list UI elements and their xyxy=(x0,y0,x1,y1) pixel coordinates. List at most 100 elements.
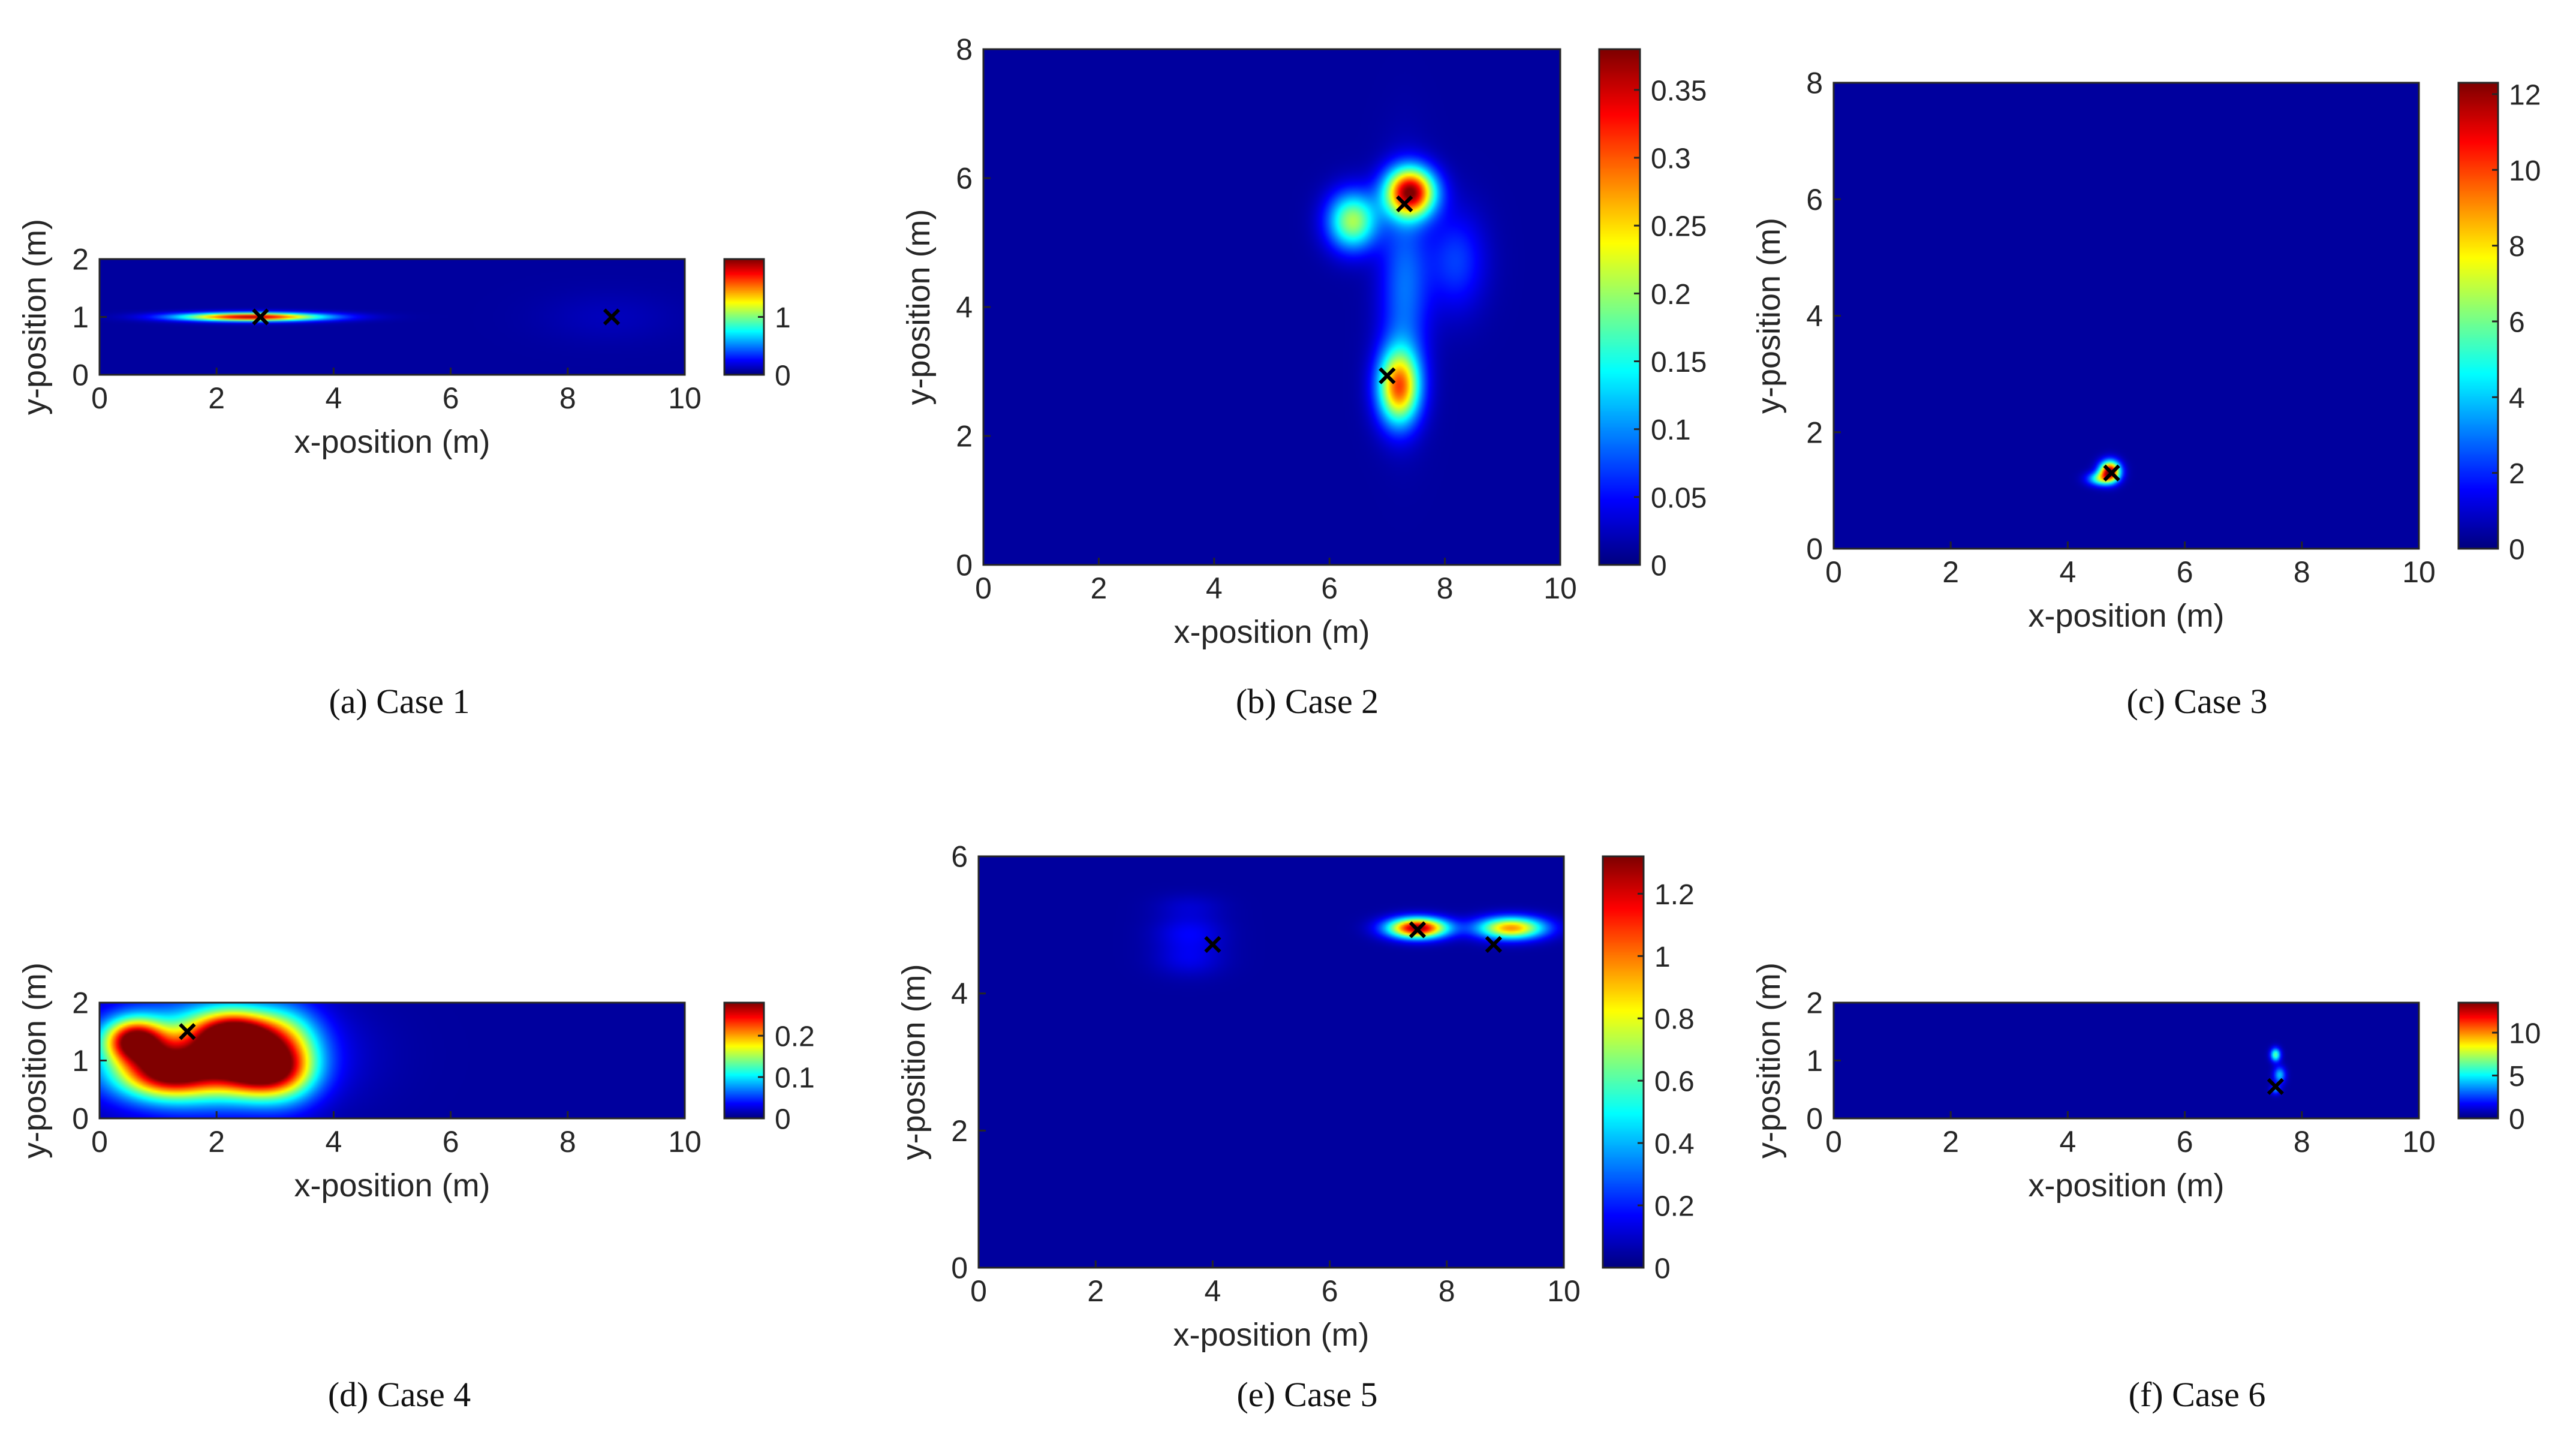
y-tick-label: 0 xyxy=(72,359,89,392)
colorbar-6 xyxy=(2458,1003,2498,1118)
y-tick-label: 2 xyxy=(1806,986,1823,1020)
colorbar-tick-label: 6 xyxy=(2509,306,2525,338)
colorbar-frame-6 xyxy=(2457,1001,2499,1120)
cross-marker xyxy=(1409,921,1427,938)
x-tick-label: 10 xyxy=(668,1125,702,1159)
x-tick-label: 4 xyxy=(1206,571,1223,605)
x-tick-label: 6 xyxy=(1321,571,1338,605)
panel-case-4: 0 2 4 6 8 10 0 1 2 x-position (m) y-position (m) 0 0… xyxy=(17,962,815,1204)
caption-case-1: (a) Case 1 xyxy=(329,682,470,721)
colorbar-tick-label: 2 xyxy=(2509,458,2525,490)
x-tick-label: 8 xyxy=(2294,1125,2310,1159)
x-axis-label: x-position (m) xyxy=(1173,614,1370,650)
x-tick-label: 10 xyxy=(668,381,702,415)
y-tick-label: 0 xyxy=(1806,533,1823,566)
colorbar-tick-label: 0.4 xyxy=(1654,1129,1695,1160)
x-tick-label: 6 xyxy=(2177,555,2193,589)
colorbar-tick-label: 4 xyxy=(2509,383,2525,414)
y-tick-label: 6 xyxy=(956,162,973,195)
caption-case-2: (b) Case 2 xyxy=(1235,682,1379,721)
x-tick-label: 4 xyxy=(2059,555,2076,589)
y-tick-label: 6 xyxy=(951,840,968,874)
cross-marker xyxy=(1396,195,1413,213)
x-axis-label: x-position (m) xyxy=(294,1168,490,1204)
x-tick-label: 10 xyxy=(2402,1125,2436,1159)
heatmap-field-4 xyxy=(100,1003,685,1118)
colorbar-tick-label: 0.05 xyxy=(1651,482,1707,514)
x-tick-label: 0 xyxy=(975,571,992,605)
x-tick-label: 4 xyxy=(325,381,342,415)
colorbar-5 xyxy=(1603,856,1644,1268)
colorbar-tick-label: 1.2 xyxy=(1654,879,1695,911)
plot-frame-5 xyxy=(977,855,1565,1269)
x-tick-label: 8 xyxy=(559,381,576,415)
heatmap-field-5 xyxy=(979,856,1564,1268)
colorbar-frame-2 xyxy=(1598,48,1641,566)
colorbar-tick-label: 0 xyxy=(2509,1104,2525,1136)
x-tick-label: 0 xyxy=(970,1274,987,1308)
x-axis-label: x-position (m) xyxy=(294,424,490,460)
y-tick-label: 8 xyxy=(1806,67,1823,100)
y-tick-label: 0 xyxy=(956,549,973,582)
x-tick-label: 2 xyxy=(1087,1274,1104,1308)
colorbar-frame-3 xyxy=(2457,82,2499,550)
y-tick-label: 4 xyxy=(951,977,968,1010)
x-tick-label: 4 xyxy=(1204,1274,1221,1308)
x-tick-label: 2 xyxy=(1942,1125,1959,1159)
caption-case-4: (d) Case 4 xyxy=(327,1375,471,1414)
x-tick-label: 8 xyxy=(559,1125,576,1159)
y-tick-label: 0 xyxy=(72,1102,89,1136)
caption-case-5: (e) Case 5 xyxy=(1236,1375,1378,1414)
cross-marker xyxy=(1485,935,1503,953)
x-tick-label: 8 xyxy=(1439,1274,1455,1308)
colorbar-tick-label: 1 xyxy=(1654,941,1671,973)
colorbar-4 xyxy=(724,1003,764,1118)
x-tick-label: 2 xyxy=(208,381,225,415)
x-tick-label: 4 xyxy=(325,1125,342,1159)
y-axis-label: y-position (m) xyxy=(17,962,53,1159)
colorbar-tick-label: 5 xyxy=(2509,1061,2525,1093)
heatmap-field-6 xyxy=(1834,1003,2419,1118)
colorbar-tick-label: 0.35 xyxy=(1651,75,1707,107)
x-axis-label: x-position (m) xyxy=(2028,598,2224,634)
colorbar-tick-label: 0 xyxy=(775,360,791,392)
y-tick-label: 4 xyxy=(1806,299,1823,333)
x-tick-label: 8 xyxy=(1437,571,1453,605)
heatmap-field-3 xyxy=(1834,83,2419,549)
x-axis-label: x-position (m) xyxy=(1173,1317,1369,1353)
caption-case-3: (c) Case 3 xyxy=(2126,682,2268,721)
y-tick-label: 1 xyxy=(1806,1044,1823,1078)
colorbar-tick-label: 0.2 xyxy=(1654,1191,1695,1223)
x-tick-label: 6 xyxy=(443,381,459,415)
cross-marker xyxy=(2267,1078,2285,1096)
y-tick-label: 1 xyxy=(72,300,89,334)
colorbar-frame-4 xyxy=(723,1001,765,1120)
x-tick-label: 2 xyxy=(208,1125,225,1159)
cross-marker xyxy=(603,308,621,326)
x-tick-label: 4 xyxy=(2059,1125,2076,1159)
x-tick-label: 0 xyxy=(91,381,108,415)
panel-case-2: 0 2 4 6 8 10 0 2 4 6 8 x-position (m) y-position (m)… xyxy=(901,33,1707,651)
x-tick-label: 10 xyxy=(1547,1274,1581,1308)
y-tick-label: 2 xyxy=(72,986,89,1020)
caption-case-6: (f) Case 6 xyxy=(2128,1375,2266,1414)
y-tick-label: 1 xyxy=(72,1044,89,1078)
x-axis-label: x-position (m) xyxy=(2028,1168,2224,1204)
colorbar-frame-5 xyxy=(1602,855,1645,1269)
x-tick-label: 10 xyxy=(2402,555,2436,589)
colorbar-tick-label: 1 xyxy=(775,302,791,334)
colorbar-tick-label: 0 xyxy=(775,1104,791,1136)
cross-marker xyxy=(252,308,269,326)
panel-case-6: 0 2 4 6 8 10 0 1 2 x-position (m) y-position (m) 0 5… xyxy=(1751,962,2541,1204)
colorbar-tick-label: 0.15 xyxy=(1651,347,1707,378)
colorbar-tick-label: 0 xyxy=(1651,550,1667,582)
colorbar-tick-label: 0.6 xyxy=(1654,1066,1695,1098)
y-tick-label: 8 xyxy=(956,33,973,67)
y-tick-label: 2 xyxy=(1806,416,1823,449)
y-axis-label: y-position (m) xyxy=(1751,962,1787,1159)
x-tick-label: 6 xyxy=(443,1125,459,1159)
colorbar-3 xyxy=(2458,83,2498,549)
panel-case-3: 0 2 4 6 8 10 0 2 4 6 8 x-position (m) y-position (m)… xyxy=(1751,67,2541,634)
x-tick-label: 0 xyxy=(1825,555,1842,589)
